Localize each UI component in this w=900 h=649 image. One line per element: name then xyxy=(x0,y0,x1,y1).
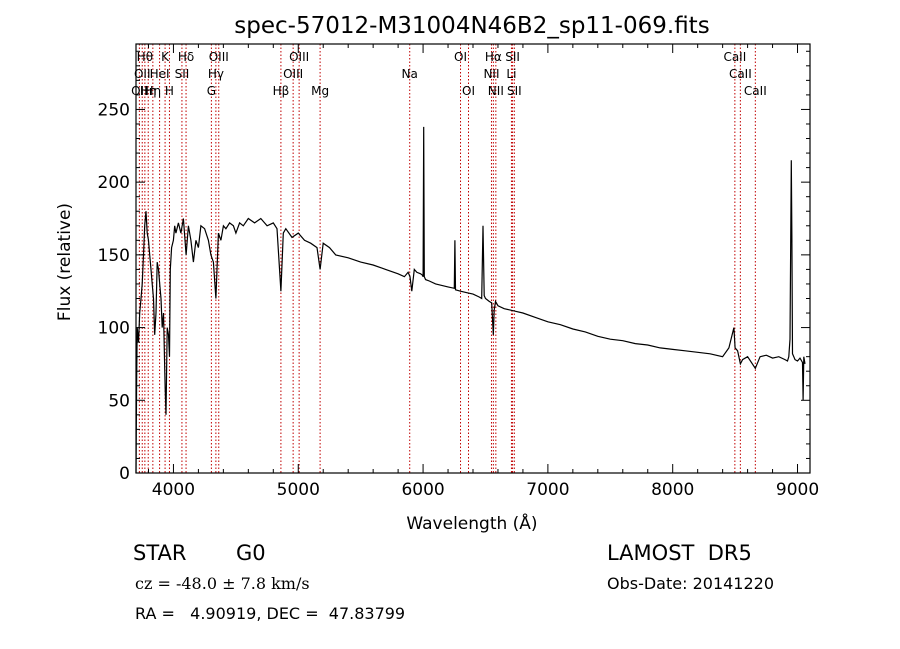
spectral-line-label: OIII xyxy=(283,67,303,81)
spectral-line-label: Mg xyxy=(311,84,329,98)
y-axis-label: Flux (relative) xyxy=(55,203,75,321)
spectral-line-label: Hγ xyxy=(208,67,224,81)
x-axis-label: Wavelength (Å) xyxy=(406,512,537,534)
y-tick-label: 250 xyxy=(98,100,130,120)
x-axis-ticks: 4000 5000 6000 7000 8000 9000 xyxy=(147,44,819,500)
x-tick-label: 6000 xyxy=(401,480,444,500)
spectral-line-label: Hθ xyxy=(137,50,153,64)
spectral-line-label: SII xyxy=(507,84,522,98)
spectral-line-markers xyxy=(138,44,756,473)
spectral-line-label: SII xyxy=(505,50,520,64)
spectral-line-label: OIII xyxy=(289,50,309,64)
spectral-line-label: Hη xyxy=(145,84,162,98)
x-tick-label: 9000 xyxy=(776,480,819,500)
coordinates: RA = 4.90919, DEC = 47.83799 xyxy=(135,604,406,623)
redshift-velocity: cz = -48.0 ± 7.8 km/s xyxy=(135,574,310,593)
plot-frame xyxy=(135,43,811,474)
observation-date: Obs-Date: 20141220 xyxy=(607,574,775,593)
spectral-line-label: G xyxy=(207,84,216,98)
spectral-line-label: OII xyxy=(134,67,151,81)
spectral-line-label: Hδ xyxy=(178,50,194,64)
spectral-line-label: Hα xyxy=(485,50,502,64)
y-tick-label: 0 xyxy=(119,464,130,484)
spectral-line-label: CaII xyxy=(723,50,746,64)
spectral-line-label: NII xyxy=(488,84,504,98)
survey-name: LAMOST DR5 xyxy=(607,541,752,565)
object-class: STAR xyxy=(133,541,187,565)
spectral-line-label: CaII xyxy=(729,67,752,81)
spectral-line-label: OI xyxy=(454,50,467,64)
spectral-line-label: Hβ xyxy=(273,84,290,98)
object-subclass: G0 xyxy=(236,541,266,565)
spectral-line-label: OI xyxy=(462,84,475,98)
spectral-line-label: Na xyxy=(402,67,418,81)
y-tick-label: 50 xyxy=(108,391,130,411)
y-tick-label: 100 xyxy=(98,319,130,339)
spectral-line-label: NII xyxy=(483,67,499,81)
spectral-line-label: HeI xyxy=(150,67,170,81)
x-tick-label: 5000 xyxy=(277,480,320,500)
spectral-line-label: OII xyxy=(131,84,148,98)
x-tick-label: 8000 xyxy=(651,480,694,500)
spectral-line-label: Hη xyxy=(140,84,157,98)
spectral-line-label: OIII xyxy=(209,50,229,64)
spectral-line-label: CaII xyxy=(744,84,767,98)
y-tick-label: 150 xyxy=(98,246,130,266)
spectral-line-label: K xyxy=(161,50,170,64)
y-tick-label: 200 xyxy=(98,173,130,193)
chart-title: spec-57012-M31004N46B2_sp11-069.fits xyxy=(234,13,709,39)
spectral-line-label: H xyxy=(165,84,174,98)
spectral-line-labels: OIIOIIHθHηHηHeIKHSIIHδGHγOIIIHβOIIIOIIIM… xyxy=(131,50,767,98)
x-tick-label: 7000 xyxy=(526,480,569,500)
spectrum-trace xyxy=(135,126,806,474)
x-tick-label: 4000 xyxy=(152,480,195,500)
spectral-line-label: SII xyxy=(175,67,190,81)
y-axis-ticks: 0 50 100 150 200 250 xyxy=(98,50,810,484)
spectral-line-label: Li xyxy=(506,67,516,81)
